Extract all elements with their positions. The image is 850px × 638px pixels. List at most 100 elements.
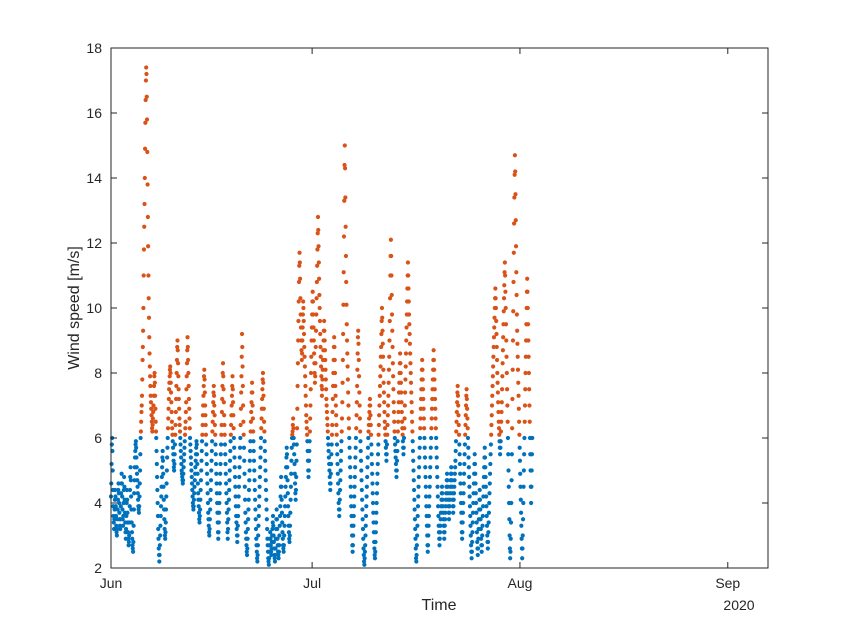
data-point-above-threshold bbox=[346, 390, 351, 395]
data-point-above-threshold bbox=[494, 318, 499, 324]
data-point-above-threshold bbox=[332, 335, 337, 340]
data-point-below-threshold bbox=[213, 442, 218, 447]
data-point-above-threshold bbox=[379, 331, 384, 337]
data-point-below-threshold bbox=[280, 536, 285, 541]
data-point-below-threshold bbox=[178, 435, 183, 441]
data-point-above-threshold bbox=[142, 146, 148, 151]
data-point-below-threshold bbox=[449, 471, 454, 476]
data-point-above-threshold bbox=[222, 413, 227, 418]
data-point-above-threshold bbox=[231, 413, 236, 418]
data-point-below-threshold bbox=[509, 452, 514, 457]
data-point-below-threshold bbox=[363, 543, 368, 548]
data-point-below-threshold bbox=[254, 556, 260, 561]
data-point-below-threshold bbox=[279, 474, 284, 480]
data-point-above-threshold bbox=[174, 357, 180, 363]
data-point-above-threshold bbox=[140, 377, 145, 382]
data-point-below-threshold bbox=[435, 494, 440, 499]
data-point-below-threshold bbox=[478, 517, 483, 522]
data-point-below-threshold bbox=[466, 465, 471, 470]
data-point-above-threshold bbox=[391, 374, 396, 379]
data-point-above-threshold bbox=[308, 403, 313, 408]
data-point-above-threshold bbox=[148, 374, 153, 379]
data-point-above-threshold bbox=[311, 351, 317, 356]
data-point-below-threshold bbox=[160, 448, 165, 454]
data-point-above-threshold bbox=[312, 370, 317, 376]
data-point-above-threshold bbox=[174, 370, 179, 376]
data-point-below-threshold bbox=[223, 461, 228, 467]
data-point-above-threshold bbox=[299, 357, 304, 363]
data-point-above-threshold bbox=[356, 357, 361, 363]
data-point-above-threshold bbox=[495, 390, 500, 395]
data-point-below-threshold bbox=[207, 517, 212, 522]
x-axis-label: Time bbox=[422, 597, 457, 614]
data-point-below-threshold bbox=[268, 549, 274, 554]
data-point-below-threshold bbox=[197, 513, 202, 519]
data-point-above-threshold bbox=[522, 403, 528, 408]
data-point-above-threshold bbox=[512, 195, 517, 200]
data-point-above-threshold bbox=[330, 422, 335, 428]
data-point-above-threshold bbox=[333, 403, 338, 408]
data-point-above-threshold bbox=[380, 328, 385, 333]
data-point-above-threshold bbox=[420, 357, 425, 363]
data-point-below-threshold bbox=[263, 478, 268, 483]
data-point-below-threshold bbox=[451, 497, 456, 502]
data-point-below-threshold bbox=[115, 497, 121, 502]
data-point-above-threshold bbox=[146, 273, 151, 278]
data-point-below-threshold bbox=[263, 468, 268, 473]
data-point-above-threshold bbox=[143, 120, 148, 125]
data-point-above-threshold bbox=[381, 390, 387, 395]
data-point-above-threshold bbox=[494, 331, 499, 337]
data-point-above-threshold bbox=[464, 396, 469, 402]
data-point-above-threshold bbox=[402, 416, 407, 421]
data-point-above-threshold bbox=[387, 354, 392, 359]
data-point-below-threshold bbox=[442, 517, 448, 522]
data-point-above-threshold bbox=[295, 361, 300, 366]
data-point-below-threshold bbox=[487, 500, 492, 506]
data-point-above-threshold bbox=[311, 325, 316, 330]
data-point-below-threshold bbox=[465, 435, 471, 441]
data-point-below-threshold bbox=[246, 507, 251, 512]
data-point-below-threshold bbox=[447, 510, 452, 515]
data-point-below-threshold bbox=[468, 523, 473, 528]
data-point-below-threshold bbox=[429, 435, 434, 441]
data-point-below-threshold bbox=[136, 497, 141, 502]
data-point-above-threshold bbox=[334, 422, 339, 428]
data-point-below-threshold bbox=[426, 513, 431, 519]
data-point-above-threshold bbox=[212, 413, 217, 418]
data-point-above-threshold bbox=[491, 335, 497, 340]
data-point-below-threshold bbox=[256, 504, 262, 509]
data-point-below-threshold bbox=[292, 481, 298, 486]
data-point-below-threshold bbox=[477, 487, 482, 493]
data-point-below-threshold bbox=[400, 439, 406, 444]
data-point-below-threshold bbox=[275, 536, 280, 541]
data-point-above-threshold bbox=[431, 357, 437, 363]
data-point-below-threshold bbox=[410, 448, 416, 454]
data-point-below-threshold bbox=[226, 507, 231, 512]
data-point-below-threshold bbox=[181, 458, 187, 463]
data-point-above-threshold bbox=[339, 429, 344, 434]
data-point-below-threshold bbox=[352, 494, 357, 499]
data-point-below-threshold bbox=[163, 520, 168, 525]
data-point-above-threshold bbox=[201, 374, 207, 379]
data-point-below-threshold bbox=[163, 536, 168, 541]
data-point-below-threshold bbox=[506, 468, 511, 473]
data-point-above-threshold bbox=[220, 361, 226, 366]
data-point-below-threshold bbox=[279, 510, 285, 515]
data-point-above-threshold bbox=[515, 328, 520, 333]
data-point-below-threshold bbox=[204, 452, 209, 457]
data-point-above-threshold bbox=[495, 380, 500, 385]
data-point-below-threshold bbox=[478, 507, 483, 512]
data-point-below-threshold bbox=[160, 455, 165, 460]
data-point-above-threshold bbox=[418, 416, 423, 421]
data-point-above-threshold bbox=[382, 426, 388, 431]
data-point-below-threshold bbox=[415, 523, 420, 528]
data-point-above-threshold bbox=[261, 393, 266, 398]
data-point-below-threshold bbox=[246, 517, 251, 522]
data-point-below-threshold bbox=[469, 549, 474, 554]
data-point-below-threshold bbox=[460, 536, 465, 541]
data-point-above-threshold bbox=[343, 195, 348, 200]
data-point-below-threshold bbox=[192, 484, 197, 489]
data-point-above-threshold bbox=[183, 426, 188, 431]
data-point-above-threshold bbox=[146, 296, 151, 301]
data-point-below-threshold bbox=[133, 448, 138, 454]
